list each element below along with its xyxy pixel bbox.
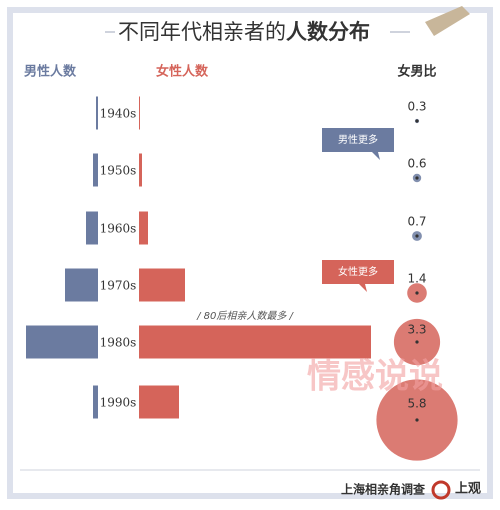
ratio-dot (415, 119, 419, 123)
bar (139, 385, 179, 419)
ratio-label: 0.3 (407, 100, 426, 114)
legend-label: 男性人数 (24, 64, 77, 80)
ratio-label: 5.8 (407, 397, 426, 411)
ratio-dot (415, 418, 419, 422)
watermark: 情感说说 (307, 357, 443, 397)
bar (139, 96, 140, 130)
logo-icon (431, 480, 451, 500)
category-label: 1970s (100, 279, 137, 293)
bar (139, 325, 371, 359)
callout-text: 女性更多 (338, 265, 378, 278)
bar (139, 153, 142, 187)
ratio-dot (415, 176, 419, 180)
frame (7, 7, 493, 499)
category-label: 1960s (100, 222, 137, 236)
bar (93, 385, 98, 419)
callout-box (322, 260, 394, 292)
logo: 上观 (455, 482, 481, 497)
callout-text: 男性更多 (338, 133, 378, 146)
clip-icon (425, 6, 470, 36)
category-label: 1980s (100, 336, 137, 350)
ratio-header: 女男比 (397, 64, 436, 80)
chart-title: 不同年代相亲者的人数分布 (118, 20, 370, 44)
bar (26, 325, 98, 359)
legend-label: 女性人数 (156, 64, 209, 80)
ratio-label: 0.7 (407, 215, 426, 229)
ratio-dot (415, 291, 419, 295)
callout-box (322, 128, 394, 160)
annotation: / 80后相亲人数最多 / (196, 310, 294, 322)
bar (65, 268, 98, 302)
bar (139, 211, 148, 245)
bar (139, 268, 185, 302)
category-label: 1990s (100, 396, 137, 410)
bar (93, 153, 98, 187)
source: 上海相亲角调查 (341, 482, 426, 497)
ratio-dot (415, 234, 419, 238)
ratio-label: 1.4 (407, 272, 426, 286)
bar (86, 211, 98, 245)
ratio-label: 3.3 (407, 323, 426, 337)
category-label: 1940s (100, 107, 137, 121)
ratio-label: 0.6 (407, 157, 426, 171)
category-label: 1950s (100, 164, 137, 178)
ratio-dot (415, 340, 419, 344)
bar (96, 96, 98, 130)
